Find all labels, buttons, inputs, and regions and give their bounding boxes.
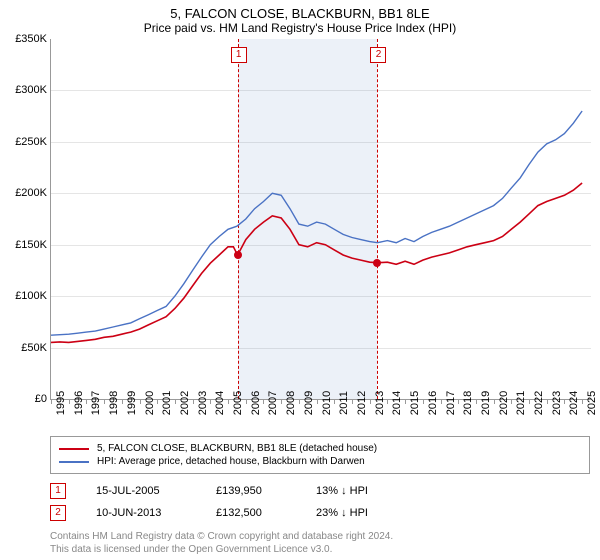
footer-attribution: Contains HM Land Registry data © Crown c… <box>50 530 590 556</box>
x-tick-mark <box>582 399 583 404</box>
x-tick-label: 2019 <box>480 391 492 415</box>
x-tick-mark <box>441 399 442 404</box>
y-tick-label: £300K <box>1 84 47 96</box>
legend-swatch <box>59 448 89 450</box>
x-tick-label: 2000 <box>144 391 156 415</box>
x-tick-mark <box>263 399 264 404</box>
x-tick-mark <box>281 399 282 404</box>
x-tick-label: 2007 <box>267 391 279 415</box>
y-tick-label: £50K <box>1 342 47 354</box>
x-tick-mark <box>405 399 406 404</box>
sale-dot <box>373 259 381 267</box>
x-tick-mark <box>458 399 459 404</box>
x-tick-label: 2003 <box>197 391 209 415</box>
sale-marker: 1 <box>50 483 66 499</box>
x-tick-label: 2008 <box>285 391 297 415</box>
x-tick-mark <box>370 399 371 404</box>
footer-line-1: Contains HM Land Registry data © Crown c… <box>50 530 590 543</box>
x-tick-label: 2011 <box>338 391 350 415</box>
x-tick-mark <box>86 399 87 404</box>
series-hpi <box>51 111 582 335</box>
sale-date: 15-JUL-2005 <box>96 485 216 497</box>
sale-dot <box>234 251 242 259</box>
x-tick-mark <box>51 399 52 404</box>
x-tick-mark <box>547 399 548 404</box>
sale-row: 1 15-JUL-2005£139,95013% ↓ HPI <box>50 480 590 502</box>
x-tick-mark <box>122 399 123 404</box>
sale-price: £132,500 <box>216 507 316 519</box>
x-tick-mark <box>352 399 353 404</box>
sale-date: 10-JUN-2013 <box>96 507 216 519</box>
legend-item: 5, FALCON CLOSE, BLACKBURN, BB1 8LE (det… <box>59 443 581 454</box>
x-tick-label: 2006 <box>250 391 262 415</box>
sale-hpi-diff: 13% ↓ HPI <box>316 485 416 497</box>
x-tick-label: 2013 <box>374 391 386 415</box>
x-tick-label: 2014 <box>391 391 403 415</box>
x-tick-label: 2001 <box>161 391 173 415</box>
x-tick-mark <box>494 399 495 404</box>
x-tick-label: 2010 <box>321 391 333 415</box>
x-tick-mark <box>69 399 70 404</box>
x-tick-mark <box>175 399 176 404</box>
legend-swatch <box>59 461 89 463</box>
x-tick-label: 2023 <box>551 391 563 415</box>
chart-title: 5, FALCON CLOSE, BLACKBURN, BB1 8LE <box>0 0 600 21</box>
x-tick-mark <box>476 399 477 404</box>
x-tick-label: 2022 <box>533 391 545 415</box>
x-tick-label: 1998 <box>108 391 120 415</box>
x-tick-label: 1999 <box>126 391 138 415</box>
x-tick-label: 2024 <box>568 391 580 415</box>
sale-row: 2 10-JUN-2013£132,50023% ↓ HPI <box>50 502 590 524</box>
chart-subtitle: Price paid vs. HM Land Registry's House … <box>0 21 600 39</box>
x-tick-mark <box>387 399 388 404</box>
x-tick-label: 1997 <box>90 391 102 415</box>
series-price_paid <box>51 183 582 342</box>
sale-price: £139,950 <box>216 485 316 497</box>
x-tick-label: 2020 <box>498 391 510 415</box>
y-tick-label: £0 <box>1 393 47 405</box>
x-tick-mark <box>334 399 335 404</box>
y-tick-label: £350K <box>1 33 47 45</box>
x-tick-label: 2015 <box>409 391 421 415</box>
x-tick-label: 2016 <box>427 391 439 415</box>
x-tick-mark <box>246 399 247 404</box>
legend-label: 5, FALCON CLOSE, BLACKBURN, BB1 8LE (det… <box>97 443 377 454</box>
x-tick-mark <box>564 399 565 404</box>
x-tick-label: 1996 <box>73 391 85 415</box>
sale-marker: 2 <box>50 505 66 521</box>
x-tick-mark <box>140 399 141 404</box>
x-tick-label: 2018 <box>462 391 474 415</box>
x-tick-mark <box>228 399 229 404</box>
x-tick-mark <box>511 399 512 404</box>
y-tick-label: £100K <box>1 290 47 302</box>
x-tick-mark <box>104 399 105 404</box>
sale-hpi-diff: 23% ↓ HPI <box>316 507 416 519</box>
x-tick-mark <box>157 399 158 404</box>
legend-item: HPI: Average price, detached house, Blac… <box>59 456 581 467</box>
x-tick-mark <box>317 399 318 404</box>
x-tick-label: 1995 <box>55 391 67 415</box>
x-tick-mark <box>529 399 530 404</box>
x-tick-label: 2012 <box>356 391 368 415</box>
chart-lines <box>51 39 591 399</box>
x-tick-label: 2004 <box>214 391 226 415</box>
x-tick-mark <box>299 399 300 404</box>
x-tick-mark <box>210 399 211 404</box>
chart-plot-area: 12 £0£50K£100K£150K£200K£250K£300K£350K1… <box>50 39 591 400</box>
x-tick-label: 2021 <box>515 391 527 415</box>
legend-label: HPI: Average price, detached house, Blac… <box>97 456 365 467</box>
x-tick-mark <box>423 399 424 404</box>
y-tick-label: £250K <box>1 136 47 148</box>
x-tick-mark <box>193 399 194 404</box>
x-tick-label: 2025 <box>586 391 598 415</box>
y-tick-label: £200K <box>1 187 47 199</box>
footer-line-2: This data is licensed under the Open Gov… <box>50 543 590 556</box>
sales-table: 1 15-JUL-2005£139,95013% ↓ HPI 2 10-JUN-201… <box>50 480 590 524</box>
x-tick-label: 2005 <box>232 391 244 415</box>
x-tick-label: 2017 <box>445 391 457 415</box>
y-tick-label: £150K <box>1 239 47 251</box>
x-tick-label: 2009 <box>303 391 315 415</box>
legend: 5, FALCON CLOSE, BLACKBURN, BB1 8LE (det… <box>50 436 590 474</box>
x-tick-label: 2002 <box>179 391 191 415</box>
